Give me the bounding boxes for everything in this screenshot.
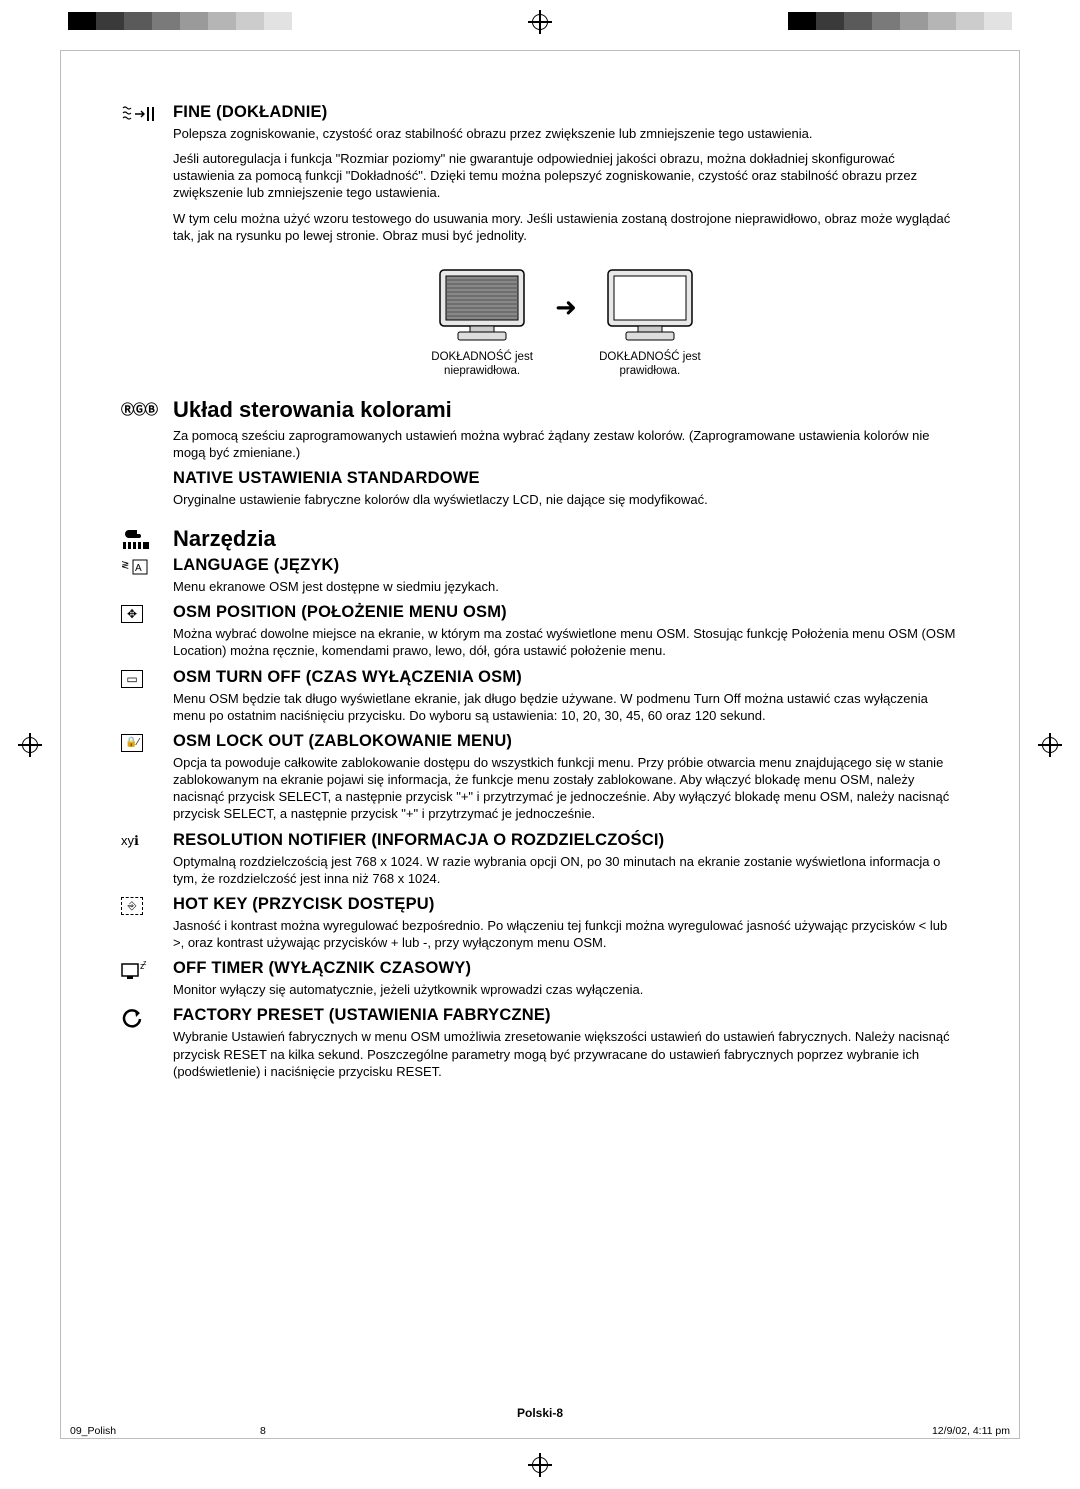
factory-title: FACTORY PRESET (USTAWIENIA FABRYCZNE): [173, 1006, 959, 1025]
crosshair-right: [1038, 733, 1062, 757]
turnoff-title: OSM TURN OFF (CZAS WYŁĄCZENIA OSM): [173, 668, 959, 687]
offtimer-title: OFF TIMER (WYŁĄCZNIK CZASOWY): [173, 959, 959, 978]
factory-body: Wybranie Ustawień fabrycznych w menu OSM…: [173, 1028, 959, 1079]
rgb-icon: ⓇⒼⒷ: [121, 397, 173, 418]
svg-text:A: A: [135, 563, 142, 574]
language-icon: ≷ A: [121, 556, 173, 578]
color-p1: Za pomocą sześciu zaprogramowanych ustaw…: [173, 427, 959, 461]
hotkey-title: HOT KEY (PRZYCISK DOSTĘPU): [173, 895, 959, 914]
color-bar-right: [788, 12, 1012, 30]
tools-icon: [121, 526, 173, 552]
monitor-good: DOKŁADNOŚĆ jest prawidłowa.: [595, 266, 705, 379]
position-icon: ✥: [121, 603, 173, 623]
resolution-icon: xyℹ: [121, 831, 173, 849]
lockout-body: Opcja ta powoduje całkowite zablokowanie…: [173, 754, 959, 823]
offtimer-icon: z z: [121, 959, 173, 981]
lockout-title: OSM LOCK OUT (ZABLOKOWANIE MENU): [173, 732, 959, 751]
hotkey-body: Jasność i kontrast można wyregulować bez…: [173, 917, 959, 951]
tools-title: Narzędzia: [173, 526, 959, 552]
language-title: LANGUAGE (JĘZYK): [173, 556, 959, 575]
footer-datetime: 12/9/02, 4:11 pm: [932, 1425, 1010, 1437]
color-title: Układ sterowania kolorami: [173, 397, 959, 423]
factory-icon: [121, 1006, 173, 1030]
resolution-body: Optymalną rozdzielczością jest 768 x 102…: [173, 853, 959, 887]
svg-text:z: z: [143, 961, 147, 967]
language-body: Menu ekranowe OSM jest dostępne w siedmi…: [173, 578, 959, 595]
page-label: Polski-8: [121, 1406, 959, 1420]
fine-icon: [121, 103, 173, 125]
resolution-title: RESOLUTION NOTIFIER (INFORMACJA O ROZDZI…: [173, 831, 959, 850]
color-bar-left: [68, 12, 292, 30]
native-title: NATIVE USTAWIENIA STANDARDOWE: [173, 469, 959, 488]
footer-file: 09_Polish: [70, 1425, 116, 1437]
section-fine: FINE (DOKŁADNIE) Polepsza zogniskowanie,…: [121, 103, 959, 379]
crosshair-top: [528, 10, 552, 34]
svg-text:≷: ≷: [121, 560, 129, 571]
caption-good: DOKŁADNOŚĆ jest prawidłowa.: [595, 350, 705, 379]
fine-p1: Polepsza zogniskowanie, czystość oraz st…: [173, 125, 959, 142]
fine-p2: Jeśli autoregulacja i funkcja "Rozmiar p…: [173, 150, 959, 201]
crosshair-bottom: [528, 1453, 552, 1477]
hotkey-icon: ⎆: [121, 895, 173, 915]
position-title: OSM POSITION (POŁOŻENIE MENU OSM): [173, 603, 959, 622]
offtimer-body: Monitor wyłączy się automatycznie, jeżel…: [173, 981, 959, 998]
monitor-comparison: DOKŁADNOŚĆ jest nieprawidłowa. ➜ DOKŁADN…: [173, 266, 959, 379]
lockout-icon: 🔒⁄: [121, 732, 173, 752]
print-footer: 09_Polish 8 12/9/02, 4:11 pm: [0, 1425, 1080, 1437]
turnoff-body: Menu OSM będzie tak długo wyświetlane ek…: [173, 690, 959, 724]
fine-title: FINE (DOKŁADNIE): [173, 103, 959, 122]
section-color: ⓇⒼⒷ Układ sterowania kolorami Za pomocą …: [121, 397, 959, 508]
crosshair-left: [18, 733, 42, 757]
footer-pagenum: 8: [260, 1425, 266, 1437]
position-body: Można wybrać dowolne miejsce na ekranie,…: [173, 625, 959, 659]
turnoff-icon: ▭: [121, 668, 173, 688]
page: FINE (DOKŁADNIE) Polepsza zogniskowanie,…: [60, 50, 1020, 1439]
arrow-icon: ➜: [555, 292, 577, 353]
monitor-bad: DOKŁADNOŚĆ jest nieprawidłowa.: [427, 266, 537, 379]
fine-p3: W tym celu można użyć wzoru testowego do…: [173, 210, 959, 244]
section-tools: Narzędzia ≷ A LANGUAGE (JĘZYK) Menu ekra…: [121, 526, 959, 1088]
caption-bad: DOKŁADNOŚĆ jest nieprawidłowa.: [427, 350, 537, 379]
native-body: Oryginalne ustawienie fabryczne kolorów …: [173, 491, 959, 508]
